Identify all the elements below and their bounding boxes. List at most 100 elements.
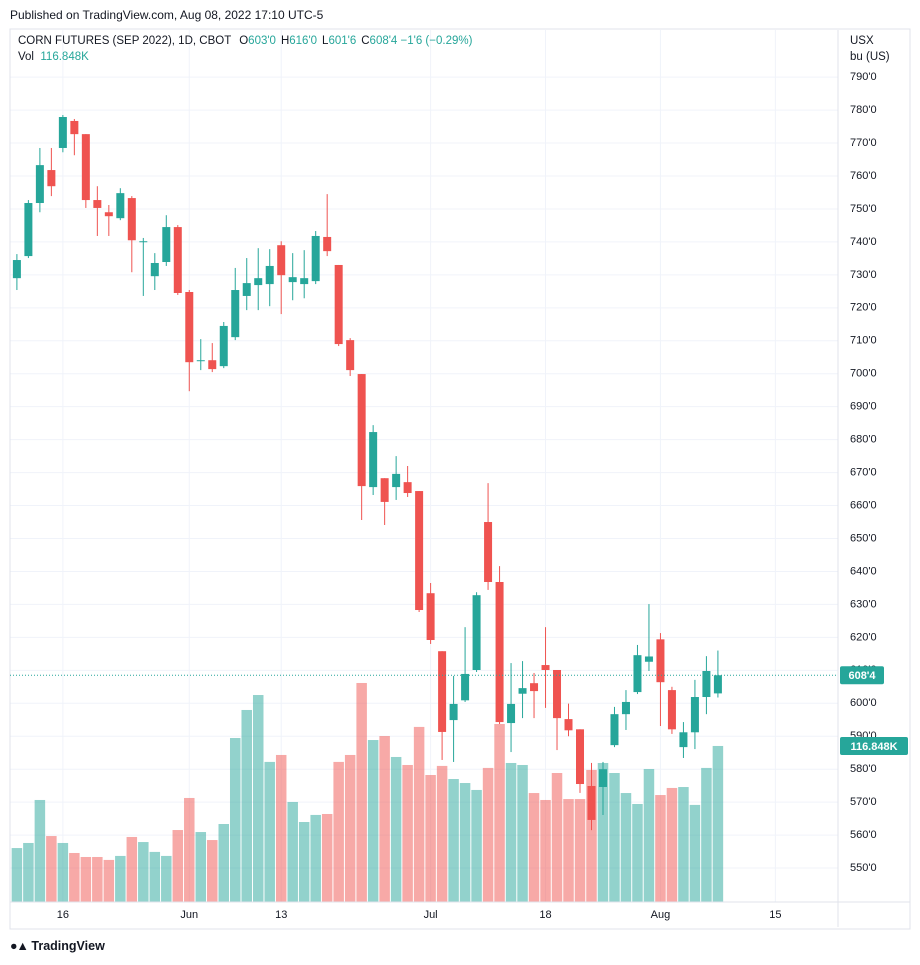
- volume-bar: [126, 836, 138, 902]
- y-tick-label: 560'0: [850, 829, 877, 841]
- volume-bar: [448, 779, 459, 902]
- volume-bar: [643, 768, 655, 902]
- x-tick-label: 18: [539, 909, 551, 921]
- volume-bar: [138, 842, 149, 902]
- candle-body: [461, 673, 470, 701]
- y-tick-label: 790'0: [850, 71, 877, 83]
- volume-bar: [390, 756, 402, 902]
- ohlc-key: H: [280, 35, 290, 47]
- x-tick-label: 13: [275, 909, 287, 921]
- y-tick-label: 620'0: [850, 631, 877, 643]
- unit: bu (US): [850, 51, 890, 63]
- ohlc-value: 603'0: [248, 35, 276, 47]
- volume-bar: [379, 736, 390, 902]
- volume-bar: [252, 695, 264, 902]
- x-tick-label: 15: [769, 909, 781, 921]
- candle-body: [104, 212, 113, 217]
- candle-body: [150, 262, 159, 277]
- candle-body: [576, 729, 585, 785]
- ohlc-value: 608'4: [369, 35, 398, 47]
- candle-body: [162, 227, 171, 263]
- y-tick-label: 650'0: [850, 532, 877, 544]
- candle-body: [47, 170, 56, 187]
- volume-bar: [57, 842, 69, 902]
- candle-body: [472, 595, 481, 670]
- candle-body: [12, 260, 21, 279]
- candle-body: [656, 639, 665, 683]
- candle-body: [644, 656, 653, 662]
- y-tick-label: 710'0: [850, 335, 877, 347]
- volume-bar: [321, 813, 333, 902]
- candle-body: [277, 245, 286, 276]
- candle-body: [231, 290, 240, 338]
- x-tick-label: Jul: [424, 909, 438, 921]
- volume-bar: [69, 852, 80, 902]
- ohlc-key: C: [361, 35, 370, 47]
- symbol-title: CORN FUTURES (SEP 2022), 1D, CBOT: [18, 35, 232, 47]
- candle-body: [403, 482, 412, 494]
- candle-body: [300, 278, 309, 285]
- candle-body: [173, 227, 182, 293]
- candle-body: [667, 690, 676, 730]
- candle-body: [311, 235, 320, 282]
- candle-body: [334, 264, 343, 345]
- volume-bar: [103, 859, 115, 902]
- candle-body: [58, 117, 67, 148]
- candle-body: [81, 134, 90, 201]
- ohlc-value: 616'0: [289, 35, 318, 47]
- volume-bar: [655, 795, 666, 902]
- candle-body: [24, 203, 33, 257]
- candle-body: [185, 291, 194, 363]
- candle-body: [116, 193, 125, 219]
- candle-body: [288, 277, 297, 283]
- volume-bar: [436, 765, 448, 902]
- published-note: Published on TradingView.com, Aug 08, 20…: [10, 8, 324, 22]
- volume-bar: [115, 855, 126, 902]
- volume-bar: [184, 797, 195, 902]
- candle-body: [690, 697, 699, 733]
- logo: ●▲: [10, 939, 29, 953]
- volume-badge: [840, 736, 908, 755]
- candle-body: [553, 669, 562, 719]
- volume-bar: [678, 787, 689, 902]
- candle-body: [426, 593, 435, 641]
- y-tick-label: 780'0: [850, 104, 877, 116]
- change: −1'6 (−0.29%): [400, 35, 473, 47]
- volume-value: 116.848K: [40, 51, 89, 63]
- candle-body: [265, 265, 274, 285]
- volume-bar: [367, 740, 379, 902]
- y-tick-label: 750'0: [850, 203, 877, 215]
- volume-bar: [333, 761, 344, 902]
- volume-bar: [620, 793, 632, 902]
- y-tick-label: 660'0: [850, 499, 877, 511]
- volume-bar: [689, 804, 701, 902]
- brand: TradingView: [31, 939, 105, 953]
- volume-bar: [356, 682, 367, 902]
- candle-body: [219, 325, 228, 367]
- volume-bar: [586, 769, 597, 902]
- x-tick-label: Jun: [180, 909, 198, 921]
- candle-body: [564, 719, 573, 731]
- y-tick-label: 630'0: [850, 598, 877, 610]
- volume-bar: [241, 709, 252, 902]
- legend-header: CORN FUTURES (SEP 2022), 1D, CBOT O603'0…: [18, 35, 472, 47]
- volume-bar: [505, 762, 517, 902]
- candle-body: [139, 241, 148, 243]
- volume-bar: [666, 787, 678, 902]
- volume-bar: [229, 738, 241, 902]
- volume-bar: [34, 799, 46, 902]
- y-tick-label: 570'0: [850, 796, 877, 808]
- candle-body: [70, 120, 79, 135]
- candle-body: [346, 340, 355, 371]
- y-tick-label: 680'0: [850, 434, 877, 446]
- volume-bar: [540, 799, 551, 902]
- candle-body: [702, 670, 711, 698]
- volume-legend: Vol 116.848K: [18, 51, 89, 63]
- volume-bar: [517, 764, 528, 902]
- candle-body: [254, 278, 263, 286]
- volume-bar: [344, 754, 356, 902]
- candle-body: [587, 785, 596, 820]
- last-price-label: 608'4: [848, 670, 876, 682]
- x-tick-label: Aug: [651, 909, 671, 921]
